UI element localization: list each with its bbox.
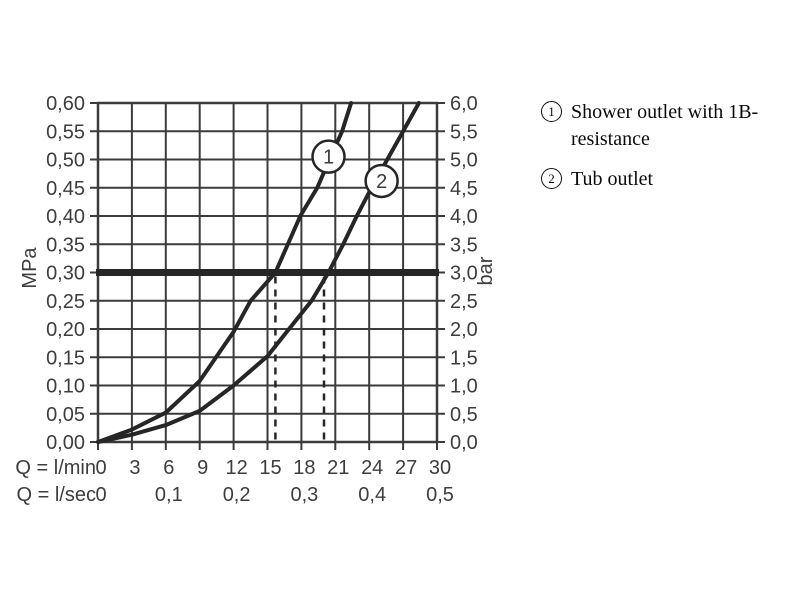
bar-tick-label: 2,0 [450, 319, 478, 341]
legend: 1 Shower outlet with 1B- resistance 2 Tu… [541, 99, 791, 193]
mpa-tick-label: 0,35 [46, 234, 85, 256]
curve-marker-circle-1 [311, 139, 346, 174]
bar-tick-label: 4,5 [450, 178, 478, 200]
mpa-tick-label: 0,60 [46, 93, 85, 115]
mpa-axis-title: MPa [19, 247, 41, 289]
legend-label-tub: Tub outlet [571, 166, 653, 193]
lsec-tick-label: 0 [95, 484, 106, 506]
bar-tick-label: 3,5 [450, 234, 478, 256]
lmin-tick-label: 24 [361, 457, 383, 479]
mpa-tick-label: 0,50 [46, 150, 85, 172]
mpa-tick-label: 0,05 [46, 404, 85, 426]
legend-circled-2: 2 [541, 168, 562, 189]
lmin-tick-label: 9 [197, 457, 208, 479]
lsec-tick-label: 0,2 [223, 484, 251, 506]
mpa-tick-label: 0,15 [46, 347, 85, 369]
legend-label-shower: Shower outlet with 1B- resistance [571, 99, 758, 153]
lsec-tick-label: 0,4 [358, 484, 386, 506]
lmin-tick-label: 0 [95, 457, 106, 479]
x-axis-title-lsec: Q = l/sec [17, 484, 96, 506]
lmin-tick-label: 27 [395, 457, 417, 479]
mpa-tick-label: 0,45 [46, 178, 85, 200]
mpa-tick-label: 0,00 [46, 432, 85, 454]
legend-item-tub: 2 Tub outlet [541, 166, 791, 193]
bar-tick-label: 0,5 [450, 404, 478, 426]
mpa-tick-label: 0,10 [46, 376, 85, 398]
lmin-tick-label: 18 [293, 457, 315, 479]
bar-tick-label: 1,5 [450, 347, 478, 369]
bar-tick-label: 5,0 [450, 150, 478, 172]
legend-label-shower-line1: Shower outlet with 1B- [571, 101, 759, 123]
mpa-tick-label: 0,30 [46, 263, 85, 285]
bar-tick-label: 4,0 [450, 206, 478, 228]
legend-circled-1: 1 [541, 101, 562, 122]
bar-tick-label: 5,5 [450, 121, 478, 143]
bar-tick-label: 1,0 [450, 376, 478, 398]
mpa-tick-label: 0,25 [46, 291, 85, 313]
lmin-tick-label: 6 [163, 457, 174, 479]
curve-marker-number-2: 2 [376, 171, 387, 193]
legend-label-shower-line2: resistance [571, 128, 650, 150]
lsec-tick-label: 0,1 [155, 484, 183, 506]
lmin-tick-label: 21 [327, 457, 349, 479]
lmin-tick-label: 30 [429, 457, 451, 479]
curve-marker-circle-2 [364, 163, 399, 199]
bar-tick-label: 2,5 [450, 291, 478, 313]
legend-item-shower: 1 Shower outlet with 1B- resistance [541, 99, 791, 153]
mpa-tick-label: 0,40 [46, 206, 85, 228]
x-axis-title-lmin: Q = l/min [15, 457, 96, 479]
lsec-tick-label: 0,3 [290, 484, 318, 506]
mpa-tick-label: 0,55 [46, 121, 85, 143]
mpa-tick-label: 0,20 [46, 319, 85, 341]
bar-axis-title: bar [475, 256, 497, 285]
legend-label-tub-line1: Tub outlet [571, 168, 654, 190]
lmin-tick-label: 3 [129, 457, 140, 479]
bar-tick-label: 6,0 [450, 93, 478, 115]
bar-tick-label: 0,0 [450, 432, 478, 454]
lmin-tick-label: 15 [259, 457, 281, 479]
curve-marker-number-1: 1 [323, 147, 334, 169]
bar-tick-label: 3,0 [450, 263, 478, 285]
lmin-tick-label: 12 [225, 457, 247, 479]
lsec-tick-label: 0,5 [426, 484, 454, 506]
